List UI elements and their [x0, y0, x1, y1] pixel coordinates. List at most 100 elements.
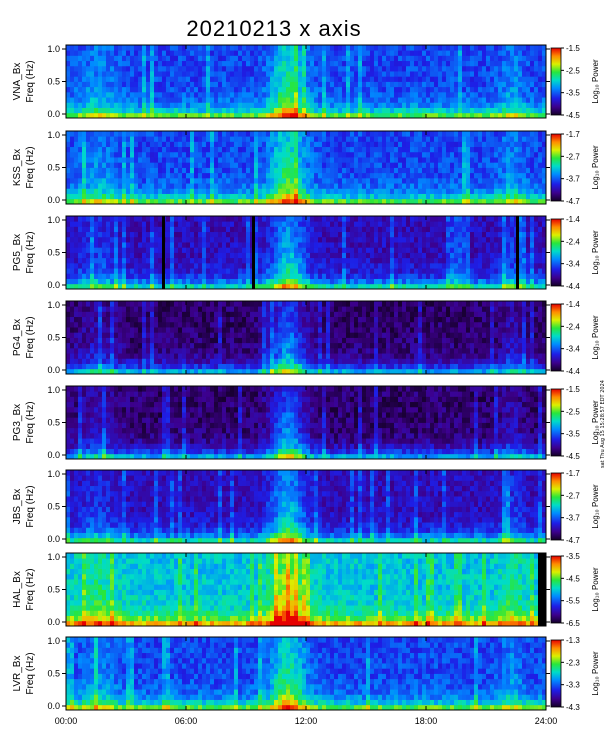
spectrogram-cell: [234, 236, 239, 243]
spectrogram-cell: [206, 236, 211, 243]
spectrogram-cell: [162, 131, 167, 137]
spectrogram-cell: [182, 247, 187, 253]
spectrogram-cell: [382, 273, 387, 279]
spectrogram-cell: [178, 65, 183, 72]
spectrogram-cell: [214, 247, 219, 253]
spectrogram-cell: [438, 257, 443, 264]
spectrogram-cell: [118, 188, 123, 194]
spectrogram-cell: [114, 97, 119, 103]
spectrogram-cell: [398, 86, 403, 93]
spectrogram-cell: [450, 107, 455, 114]
spectrogram-cell: [98, 183, 103, 189]
spectrogram-cell: [110, 183, 115, 189]
spectrogram-cell: [314, 242, 319, 248]
spectrogram-cell: [210, 91, 215, 98]
spectrogram-cell: [134, 146, 139, 153]
spectrogram-cell: [78, 71, 83, 77]
spectrogram-cell: [114, 278, 119, 285]
spectrogram-cell: [234, 86, 239, 93]
spectrogram-cell: [498, 136, 503, 142]
spectrogram-cell: [330, 257, 335, 264]
spectrogram-cell: [122, 252, 127, 259]
spectrogram-cell: [426, 167, 431, 174]
spectrogram-cell: [166, 112, 171, 119]
spectrogram-cell: [534, 97, 539, 103]
spectrogram-cell: [462, 71, 467, 77]
spectrogram-cell: [238, 151, 243, 158]
spectrogram-cell: [382, 112, 387, 119]
spectrogram-cell: [490, 236, 495, 243]
spectrogram-cell: [214, 55, 219, 62]
spectrogram-cell: [242, 50, 247, 56]
spectrogram-cell: [186, 45, 191, 51]
spectrogram-cell: [494, 226, 499, 233]
spectrogram-cell: [254, 107, 259, 114]
spectrogram-cell: [454, 247, 459, 253]
spectrogram-cell: [178, 157, 183, 163]
spectrogram-cell: [394, 81, 399, 88]
spectrogram-cell: [386, 221, 391, 227]
spectrogram-cell: [474, 242, 479, 248]
spectrogram-cell: [166, 216, 171, 222]
spectrogram-cell: [74, 107, 79, 114]
spectrogram-cell: [146, 141, 151, 148]
spectrogram-cell: [310, 97, 315, 103]
spectrogram-cell: [202, 172, 207, 179]
spectrogram-cell: [294, 107, 299, 114]
spectrogram-cell: [414, 177, 419, 184]
spectrogram-cell: [422, 262, 427, 269]
spectrogram-cell: [242, 226, 247, 233]
spectrogram-cell: [506, 273, 511, 279]
spectrogram-cell: [306, 221, 311, 227]
spectrogram-cell: [294, 131, 299, 137]
spectrogram-cell: [486, 151, 491, 158]
spectrogram-cell: [90, 193, 95, 200]
spectrogram-cell: [78, 157, 83, 163]
spectrogram-cell: [98, 102, 103, 108]
spectrogram-cell: [378, 188, 383, 194]
spectrogram-cell: [330, 273, 335, 279]
spectrogram-cell: [254, 177, 259, 184]
spectrogram-cell: [182, 146, 187, 153]
spectrogram-cell: [282, 188, 287, 194]
spectrogram-cell: [282, 81, 287, 88]
spectrogram-cell: [466, 268, 471, 274]
spectrogram-cell: [278, 112, 283, 119]
spectrogram-cell: [122, 65, 127, 72]
spectrogram-cell: [390, 112, 395, 119]
spectrogram-cell: [386, 257, 391, 264]
spectrogram-cell: [326, 50, 331, 56]
spectrogram-cell: [502, 252, 507, 259]
spectrogram-cell: [326, 167, 331, 174]
spectrogram-cell: [126, 50, 131, 56]
spectrogram-cell: [222, 177, 227, 184]
spectrogram-cell: [418, 141, 423, 148]
spectrogram-cell: [338, 283, 343, 290]
spectrogram-cell: [222, 112, 227, 119]
spectrogram-cell: [194, 112, 199, 119]
spectrogram-cell: [226, 102, 231, 108]
spectrogram-cell: [514, 102, 519, 108]
spectrogram-cell: [394, 151, 399, 158]
spectrogram-cell: [326, 141, 331, 148]
spectrogram-cell: [506, 65, 511, 72]
spectrogram-cell: [506, 81, 511, 88]
spectrogram-cell: [154, 268, 159, 274]
spectrogram-cell: [466, 107, 471, 114]
spectrogram-cell: [130, 198, 135, 205]
spectrogram-cell: [206, 183, 211, 189]
spectrogram-cell: [494, 55, 499, 62]
spectrogram-cell: [510, 102, 515, 108]
spectrogram-cell: [362, 81, 367, 88]
spectrogram-cell: [290, 247, 295, 253]
spectrogram-cell: [138, 177, 143, 184]
spectrogram-cell: [366, 55, 371, 62]
spectrogram-cell: [402, 97, 407, 103]
spectrogram-cell: [74, 97, 79, 103]
spectrogram-cell: [414, 172, 419, 179]
spectrogram-cell: [194, 107, 199, 114]
spectrogram-cell: [462, 226, 467, 233]
spectrogram-cell: [194, 278, 199, 285]
spectrogram-cell: [66, 183, 71, 189]
spectrogram-cell: [490, 71, 495, 77]
